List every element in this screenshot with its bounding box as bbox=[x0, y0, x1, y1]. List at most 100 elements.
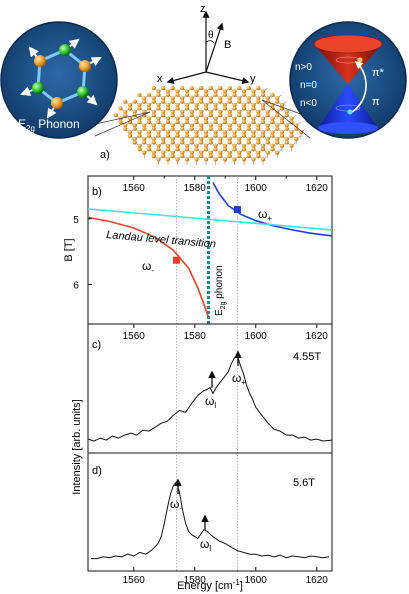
lattice-atom bbox=[170, 85, 175, 91]
lattice-atom bbox=[137, 116, 142, 121]
lattice-atom bbox=[284, 126, 289, 131]
lattice-atom bbox=[199, 113, 204, 118]
lattice-atom bbox=[232, 147, 237, 152]
lattice-atom bbox=[227, 126, 232, 131]
lattice-atom bbox=[203, 89, 209, 94]
lattice-atom bbox=[199, 109, 204, 114]
lattice-atom bbox=[246, 150, 251, 155]
lattice-atom bbox=[218, 123, 223, 128]
lattice-atom bbox=[161, 99, 166, 104]
lattice-atom bbox=[294, 136, 299, 142]
lattice-atom bbox=[194, 130, 199, 135]
lattice-atom bbox=[161, 113, 166, 118]
x-tick-label: 1580 bbox=[184, 575, 207, 586]
dirac-pi: π bbox=[372, 96, 380, 108]
lattice-atom bbox=[208, 126, 213, 131]
x-tick-label: 1580 bbox=[184, 331, 207, 342]
lattice-atom bbox=[165, 106, 171, 111]
lattice-atom bbox=[170, 153, 175, 159]
lattice-atom bbox=[241, 116, 247, 121]
lattice-atom bbox=[151, 150, 156, 155]
lattice-atom bbox=[237, 150, 242, 155]
lattice-atom bbox=[118, 119, 123, 125]
panel-a: z x y θ B E2g Phonon n>0 n=0 bbox=[0, 3, 407, 165]
lattice-atom bbox=[175, 92, 180, 97]
lattice-atom bbox=[275, 126, 280, 131]
lattice-atom bbox=[127, 130, 133, 135]
lattice-atom bbox=[284, 123, 289, 128]
lattice-atom bbox=[137, 119, 142, 125]
lattice-atom bbox=[175, 133, 180, 138]
lattice-atom bbox=[184, 89, 190, 94]
lattice-atom bbox=[251, 106, 256, 111]
lattice-atom bbox=[237, 136, 242, 142]
lattice-atom bbox=[189, 109, 194, 114]
lattice-atom bbox=[175, 157, 180, 162]
lattice-atom bbox=[189, 126, 194, 131]
lattice-atom bbox=[208, 123, 213, 128]
lattice-atom bbox=[256, 140, 261, 145]
lattice-atom bbox=[208, 140, 213, 145]
carbon-atom-green bbox=[77, 86, 89, 98]
dirac-pi-star: π* bbox=[372, 67, 385, 79]
lattice-atom bbox=[256, 126, 261, 131]
lattice-atom bbox=[265, 140, 270, 145]
panel-b-label: b) bbox=[92, 186, 102, 198]
lattice-atom bbox=[270, 133, 275, 138]
lattice-atom bbox=[208, 113, 213, 118]
lattice-atom bbox=[132, 123, 137, 128]
lattice-atom bbox=[232, 130, 237, 135]
lattice-atom bbox=[289, 133, 294, 138]
lattice-atom bbox=[203, 119, 209, 125]
lattice-atom bbox=[227, 140, 232, 145]
lattice-atom bbox=[265, 123, 270, 128]
lattice-atom bbox=[156, 102, 161, 108]
lattice-atom bbox=[251, 130, 256, 135]
lattice-atom bbox=[218, 150, 223, 155]
lattice-atom bbox=[213, 106, 218, 111]
lattice-atom bbox=[222, 89, 228, 94]
lattice-atom bbox=[265, 109, 270, 114]
lattice-atom bbox=[256, 123, 261, 128]
lattice-atom bbox=[184, 133, 190, 138]
lattice-atom bbox=[256, 150, 261, 155]
lattice-atom bbox=[265, 113, 270, 118]
lattice-atom bbox=[127, 102, 133, 108]
lattice-atom bbox=[232, 89, 237, 94]
lattice-atom bbox=[161, 136, 166, 142]
lattice-atom bbox=[241, 157, 247, 162]
lattice-atom bbox=[175, 130, 180, 135]
lattice-atom bbox=[137, 133, 142, 138]
lattice-atom bbox=[151, 136, 156, 142]
lattice-atom bbox=[251, 157, 256, 162]
lattice-atom bbox=[279, 133, 285, 138]
lattice-atom bbox=[142, 136, 147, 142]
lattice-atom bbox=[151, 153, 156, 159]
lattice-atom bbox=[289, 130, 294, 135]
lattice-atom bbox=[175, 143, 180, 148]
lattice-atom bbox=[180, 123, 185, 128]
lattice-atom bbox=[194, 143, 199, 148]
lattice-atom bbox=[232, 116, 237, 121]
lattice-atom bbox=[218, 109, 223, 114]
lattice-atom bbox=[241, 119, 247, 125]
lattice-atom bbox=[213, 133, 218, 138]
lattice-atom bbox=[123, 126, 128, 131]
graphene-lattice bbox=[113, 85, 306, 165]
y-tick-label: 5 bbox=[73, 215, 79, 226]
lattice-atom bbox=[265, 126, 270, 131]
lattice-atom bbox=[184, 116, 190, 121]
marker-omega-minus bbox=[172, 256, 180, 264]
lattice-atom bbox=[265, 150, 270, 155]
lattice-atom bbox=[270, 143, 275, 148]
lattice-atom bbox=[260, 116, 266, 121]
lattice-atom bbox=[203, 157, 209, 162]
lattice-atom bbox=[170, 126, 175, 131]
lattice-atom bbox=[279, 119, 285, 125]
x-tick-label: 1560 bbox=[123, 331, 146, 342]
lattice-atom bbox=[175, 106, 180, 111]
lattice-atom bbox=[232, 102, 237, 108]
carbon-atom-orange bbox=[79, 60, 91, 72]
lattice-atom bbox=[241, 143, 247, 148]
lattice-atom bbox=[246, 153, 251, 159]
